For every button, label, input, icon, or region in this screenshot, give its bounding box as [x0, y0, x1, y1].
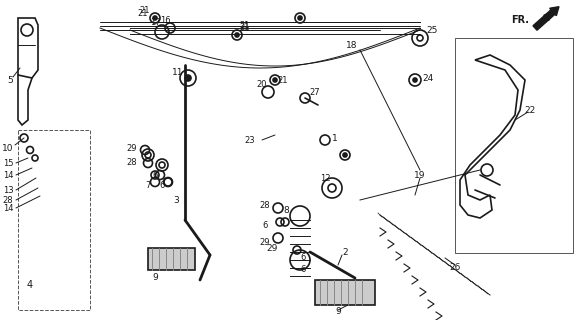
Text: 27: 27: [310, 87, 320, 97]
Text: 26: 26: [449, 263, 461, 273]
Circle shape: [273, 78, 277, 82]
Text: 9: 9: [152, 274, 158, 283]
Text: 20: 20: [257, 79, 267, 89]
Text: 29: 29: [260, 237, 270, 246]
Text: 12: 12: [320, 173, 330, 182]
Text: 6: 6: [300, 253, 306, 262]
Text: 1: 1: [332, 133, 338, 142]
Text: 24: 24: [422, 74, 433, 83]
Text: 22: 22: [525, 106, 536, 115]
Text: 5: 5: [7, 76, 13, 84]
Text: 29: 29: [127, 143, 137, 153]
Text: 6: 6: [159, 180, 164, 189]
FancyArrow shape: [533, 7, 559, 30]
Text: 21: 21: [240, 20, 250, 29]
Text: 28: 28: [3, 196, 13, 204]
Text: 29: 29: [266, 244, 278, 252]
Text: 7: 7: [145, 180, 150, 189]
Text: 3: 3: [173, 196, 179, 204]
Text: 10: 10: [2, 143, 14, 153]
Text: 25: 25: [426, 26, 437, 35]
Polygon shape: [315, 280, 375, 305]
Text: 16: 16: [160, 15, 170, 25]
Text: 11: 11: [172, 68, 184, 76]
Polygon shape: [148, 248, 195, 270]
Text: 21: 21: [140, 5, 150, 14]
Text: 28: 28: [127, 157, 137, 166]
Text: 21: 21: [240, 22, 250, 31]
Text: 13: 13: [3, 186, 13, 195]
Text: 2: 2: [342, 247, 348, 257]
Text: 4: 4: [27, 280, 33, 290]
Text: 23: 23: [245, 135, 255, 145]
Text: 8: 8: [283, 205, 289, 214]
Text: 18: 18: [346, 41, 358, 50]
Circle shape: [413, 78, 417, 82]
Text: 14: 14: [3, 204, 13, 212]
Text: FR.: FR.: [511, 15, 529, 25]
Circle shape: [298, 16, 302, 20]
Bar: [455, 38, 573, 253]
Text: 15: 15: [3, 158, 13, 167]
Text: 6: 6: [152, 171, 157, 180]
Text: 28: 28: [260, 201, 270, 210]
Text: 17: 17: [150, 18, 160, 27]
Text: 9: 9: [335, 308, 341, 316]
Text: 6: 6: [262, 220, 268, 229]
Text: 21: 21: [278, 76, 288, 84]
Text: 14: 14: [3, 171, 13, 180]
Circle shape: [343, 153, 347, 157]
Circle shape: [153, 16, 157, 20]
Circle shape: [185, 75, 191, 81]
Text: 6: 6: [300, 266, 306, 275]
Text: 21: 21: [138, 9, 148, 18]
Text: 19: 19: [414, 171, 426, 180]
Circle shape: [235, 33, 239, 37]
